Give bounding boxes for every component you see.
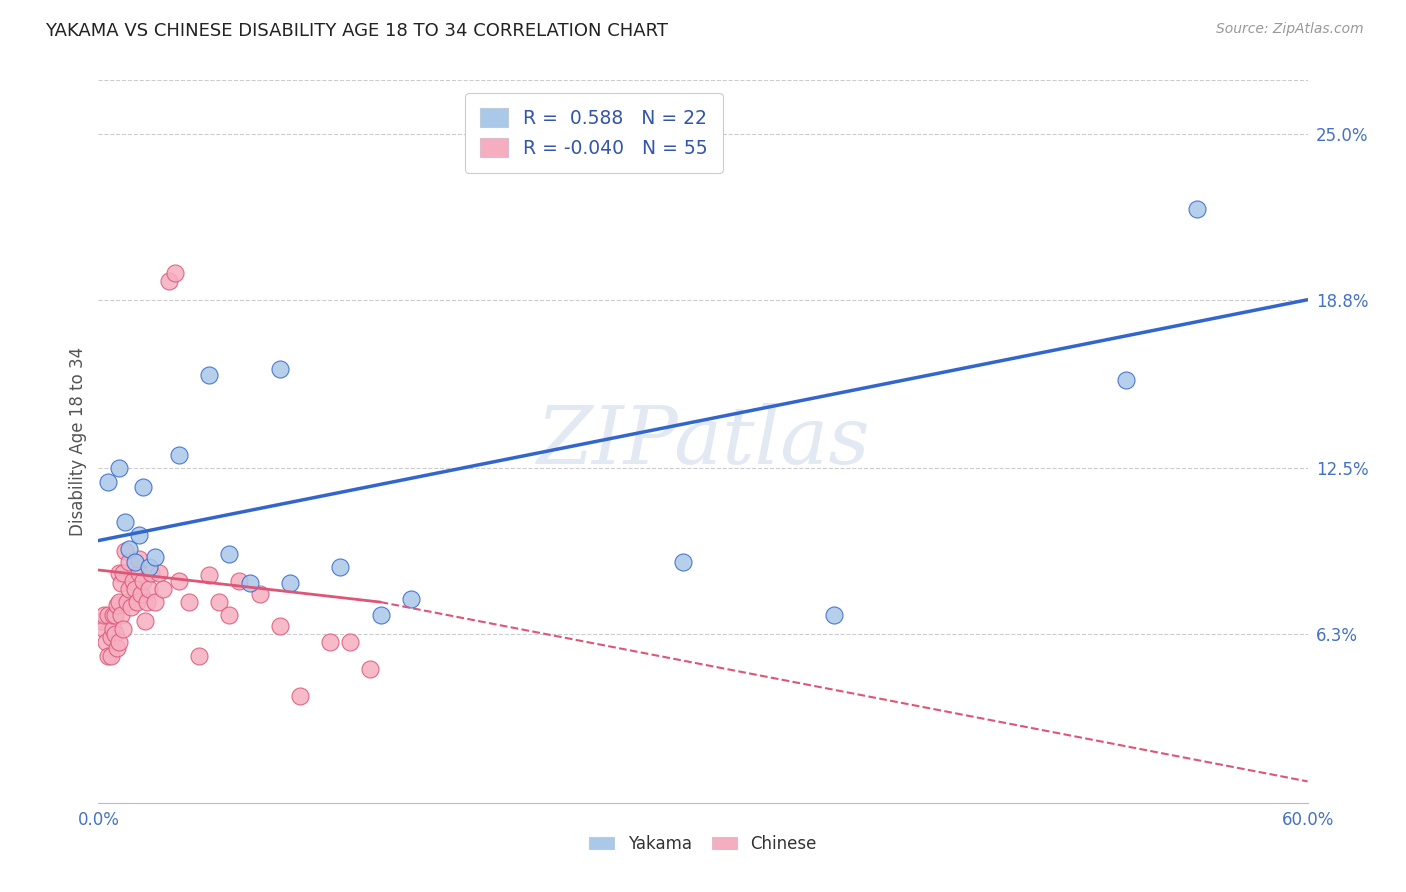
Point [143,595,166,609]
Point [239,576,262,591]
Point [97,648,120,663]
Point [128,528,150,542]
Point [111,622,134,636]
Point [132,574,155,588]
Point [110,576,132,591]
Point [138,560,160,574]
Point [97,608,120,623]
Point [97,475,120,489]
Point [93,622,115,636]
Point [218,547,240,561]
Point [269,362,291,376]
Point [218,608,240,623]
Point [167,574,190,588]
Point [107,461,129,475]
Point [124,582,146,596]
Point [138,582,160,596]
Point [135,595,157,609]
Point [100,648,122,663]
Point [114,515,136,529]
Point [360,662,382,676]
Point [125,595,148,609]
Point [107,635,129,649]
Point [228,574,250,588]
Point [115,595,138,609]
Point [672,555,695,569]
Point [152,582,174,596]
Text: YAKAMA VS CHINESE DISABILITY AGE 18 TO 34 CORRELATION CHART: YAKAMA VS CHINESE DISABILITY AGE 18 TO 3… [45,22,668,40]
Point [823,608,845,623]
Point [118,582,141,596]
Point [143,549,166,564]
Point [103,627,125,641]
Point [118,555,141,569]
Point [103,608,125,623]
Text: Source: ZipAtlas.com: Source: ZipAtlas.com [1216,22,1364,37]
Point [157,274,180,288]
Point [188,648,211,663]
Point [129,587,152,601]
Point [319,635,342,649]
Point [110,608,132,623]
Point [101,608,124,623]
Point [198,368,221,382]
Point [118,541,141,556]
Point [278,576,301,591]
Point [269,619,291,633]
Point [124,555,146,569]
Point [120,600,142,615]
Point [105,640,128,655]
Point [128,552,150,566]
Text: ZIPatlas: ZIPatlas [536,403,870,480]
Point [148,566,170,580]
Point [139,566,162,580]
Point [107,566,129,580]
Point [198,568,221,582]
Point [1115,373,1137,387]
Point [101,622,124,636]
Point [100,630,122,644]
Point [128,566,150,580]
Point [1185,202,1208,216]
Point [134,614,156,628]
Point [208,595,231,609]
Point [163,266,186,280]
Point [167,448,190,462]
Legend: Yakama, Chinese: Yakama, Chinese [583,828,823,860]
Point [288,689,311,703]
Point [121,574,143,588]
Y-axis label: Disability Age 18 to 34: Disability Age 18 to 34 [69,347,87,536]
Point [96,635,118,649]
Point [399,592,422,607]
Point [329,560,352,574]
Point [107,595,129,609]
Point [111,566,134,580]
Point [91,614,114,628]
Point [105,598,128,612]
Point [93,608,115,623]
Point [114,544,136,558]
Point [179,595,201,609]
Point [370,608,392,623]
Point [249,587,271,601]
Point [339,635,361,649]
Point [132,480,155,494]
